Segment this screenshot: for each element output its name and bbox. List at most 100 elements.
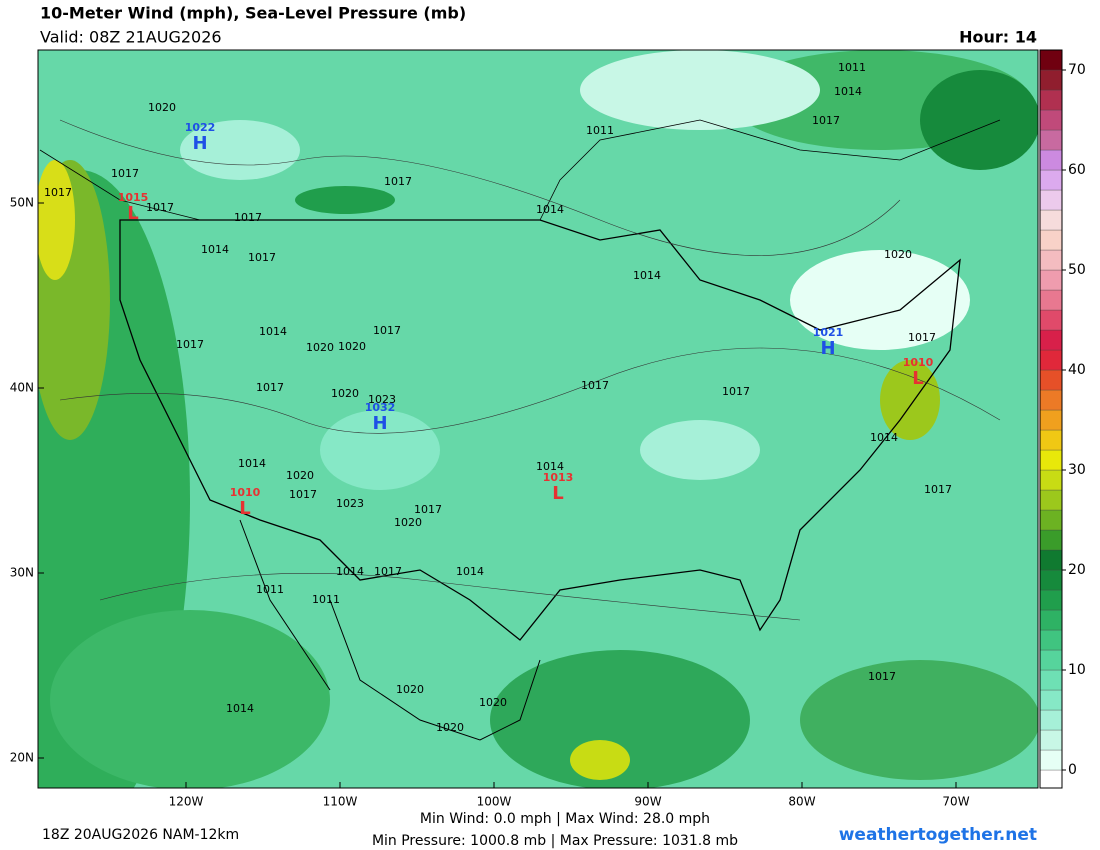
lon-label: 110W (323, 795, 358, 809)
colorbar-band (1040, 169, 1062, 191)
isobar-label: 1017 (289, 488, 317, 501)
center-symbol: L (239, 498, 250, 519)
isobar-label: 1020 (479, 696, 507, 709)
isobar-label: 1020 (884, 248, 912, 261)
colorbar-band (1040, 609, 1062, 631)
colorbar-band (1040, 549, 1062, 571)
isobar-label: 1017 (722, 385, 750, 398)
center-symbol: H (820, 338, 835, 359)
center-pressure: 1015 (118, 191, 149, 204)
colorbar-band (1040, 509, 1062, 531)
lon-label: 70W (942, 795, 969, 809)
isobar-label: 1017 (248, 251, 276, 264)
colorbar-band (1040, 429, 1062, 451)
colorbar-label: 60 (1068, 162, 1086, 178)
center-pressure: 1022 (185, 121, 216, 134)
colorbar-label: 20 (1068, 562, 1086, 578)
isobar-label: 1017 (111, 167, 139, 180)
center-pressure: 1013 (543, 471, 574, 484)
colorbar-frame (1039, 49, 1063, 789)
isobar-label: 1017 (234, 211, 262, 224)
wind-range: Min Wind: 0.0 mph | Max Wind: 28.0 mph (420, 811, 710, 827)
center-pressure: 1010 (230, 486, 261, 499)
isobar-label: 1014 (336, 565, 364, 578)
colorbar-band (1040, 349, 1062, 371)
map-field (38, 50, 1038, 788)
colorbar-band (1040, 229, 1062, 251)
colorbar-band (1040, 189, 1062, 211)
colorbar-band (1040, 209, 1062, 231)
colorbar-band (1040, 89, 1062, 111)
isobar-label: 1020 (396, 683, 424, 696)
colorbar-band (1040, 469, 1062, 491)
colorbar-band (1040, 409, 1062, 431)
isobar-label: 1014 (834, 85, 862, 98)
isobar-label: 1020 (394, 516, 422, 529)
isobar-label: 1014 (536, 460, 564, 473)
colorbar-band (1040, 309, 1062, 331)
lat-label: 50N (10, 196, 34, 210)
isobar-label: 1017 (146, 201, 174, 214)
site-link[interactable]: weathertogether.net (839, 825, 1037, 845)
colorbar-band (1040, 109, 1062, 131)
colorbar-band (1040, 269, 1062, 291)
isobar-label: 1017 (924, 483, 952, 496)
colorbar-band (1040, 329, 1062, 351)
colorbar (1040, 50, 1062, 788)
colorbar-band (1040, 249, 1062, 271)
isobar-label: 1020 (148, 101, 176, 114)
isobar-label: 1017 (414, 503, 442, 516)
isobar-label: 1017 (373, 324, 401, 337)
colorbar-band (1040, 289, 1062, 311)
isobar-label: 1017 (176, 338, 204, 351)
colorbar-label: 10 (1068, 662, 1086, 678)
center-pressure: 1021 (813, 326, 844, 339)
isobar-label: 1017 (868, 670, 896, 683)
center-symbol: L (552, 483, 563, 504)
lon-label: 80W (788, 795, 815, 809)
isobar-label: 1023 (368, 393, 396, 406)
lon-label: 100W (477, 795, 512, 809)
colorbar-label: 30 (1068, 462, 1086, 478)
lon-label: 90W (634, 795, 661, 809)
colorbar-band (1040, 769, 1062, 788)
lat-label: 30N (10, 566, 34, 580)
colorbar-band (1040, 669, 1062, 691)
isobar-label: 1014 (870, 431, 898, 444)
isobar-label: 1011 (838, 61, 866, 74)
isobar-label: 1017 (908, 331, 936, 344)
center-symbol: H (372, 413, 387, 434)
colorbar-band (1040, 689, 1062, 711)
map-frame (37, 49, 1039, 789)
valid-time: Valid: 08Z 21AUG2026 (40, 28, 222, 47)
isobar-label: 1014 (226, 702, 254, 715)
colorbar-band (1040, 649, 1062, 671)
isobar-label: 1014 (456, 565, 484, 578)
colorbar-band (1040, 529, 1062, 551)
isobar-label: 1020 (338, 340, 366, 353)
center-pressure: 1010 (903, 356, 934, 369)
title: 10-Meter Wind (mph), Sea-Level Pressure … (40, 4, 466, 23)
isobar-label: 1017 (812, 114, 840, 127)
colorbar-label: 0 (1068, 762, 1077, 778)
isobar-label: 1017 (384, 175, 412, 188)
isobar-label: 1014 (201, 243, 229, 256)
lat-label: 40N (10, 381, 34, 395)
center-pressure: 1032 (365, 401, 396, 414)
colorbar-label: 70 (1068, 62, 1086, 78)
isobar-label: 1020 (331, 387, 359, 400)
lon-label: 120W (169, 795, 204, 809)
colorbar-band (1040, 569, 1062, 591)
colorbar-band (1040, 709, 1062, 731)
isobar-label: 1020 (286, 469, 314, 482)
colorbar-band (1040, 749, 1062, 771)
lat-label: 20N (10, 751, 34, 765)
colorbar-band (1040, 489, 1062, 511)
colorbar-band (1040, 449, 1062, 471)
isobar-label: 1014 (633, 269, 661, 282)
isobar-label: 1020 (306, 341, 334, 354)
model-run: 18Z 20AUG2026 NAM-12km (42, 827, 239, 843)
isobar-label: 1017 (374, 565, 402, 578)
isobar-label: 1017 (44, 186, 72, 199)
